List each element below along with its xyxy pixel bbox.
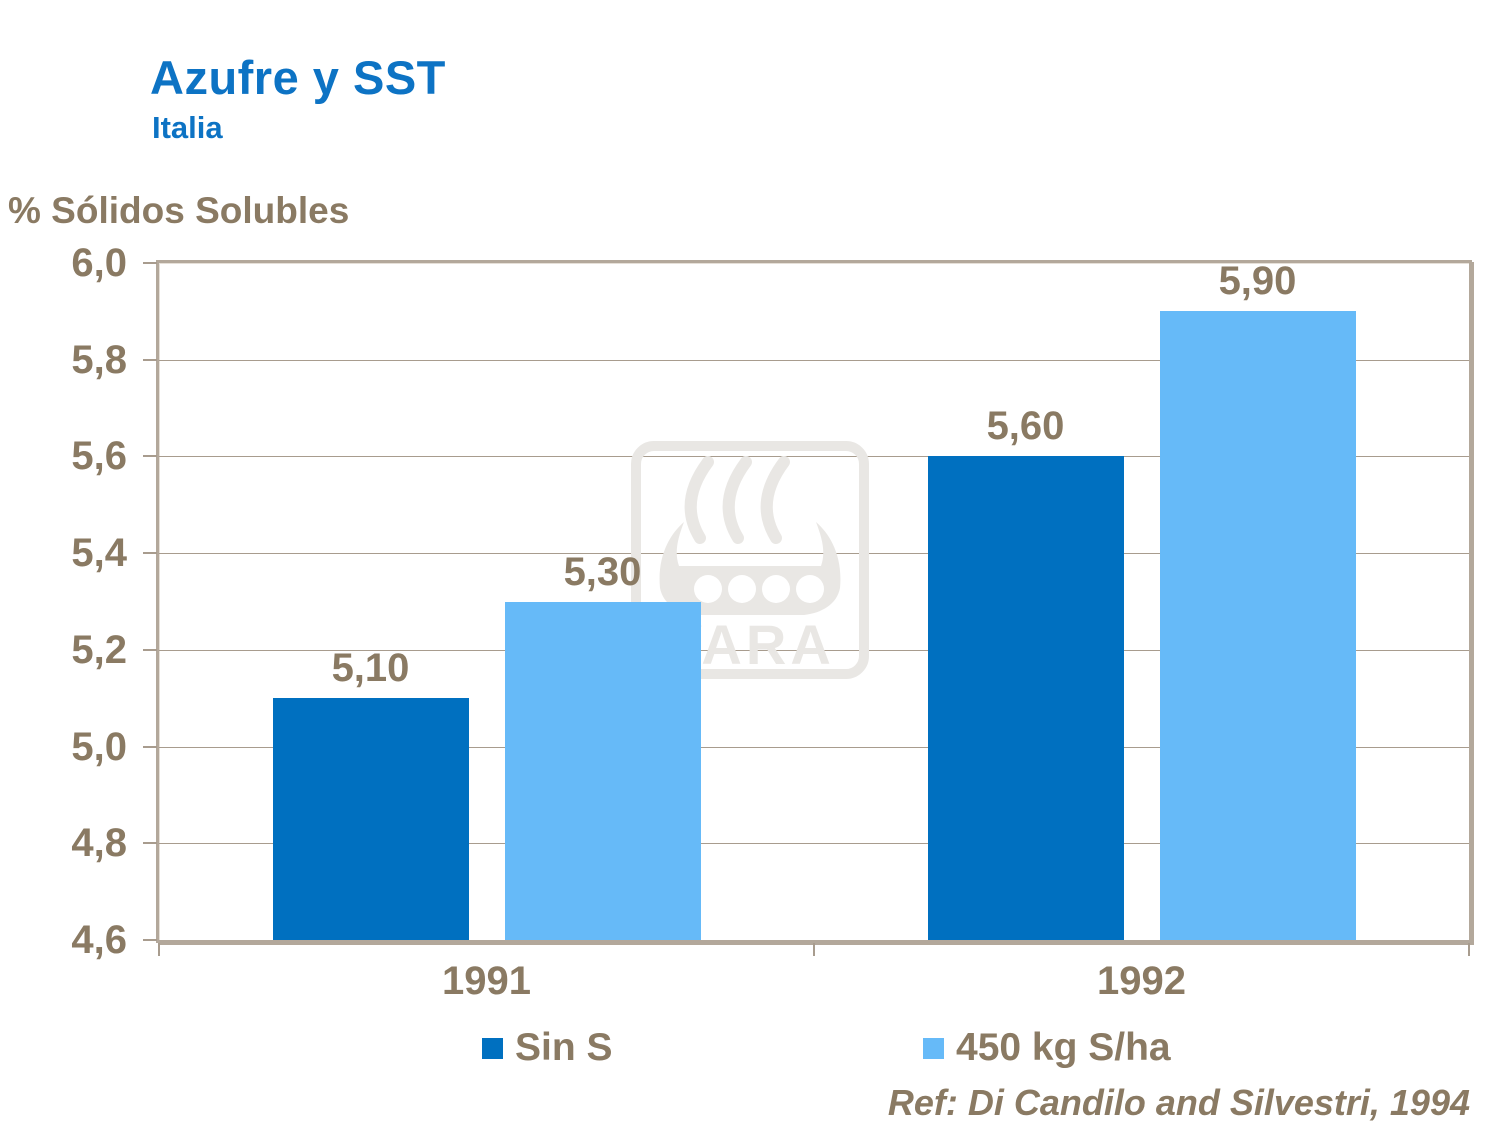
bar-450-kg-s-ha-1992 (1159, 311, 1356, 940)
legend-label-sin-s: Sin S (515, 1026, 613, 1069)
gridline (159, 843, 1469, 845)
y-tick-mark (143, 745, 157, 748)
bar-value-label: 5,60 (986, 404, 1065, 449)
y-tick-mark (143, 552, 157, 555)
y-tick-mark (143, 842, 157, 845)
y-tick-mark (143, 358, 157, 361)
y-axis-title: % Sólidos Solubles (8, 190, 350, 231)
y-tick-label: 5,8 (71, 337, 127, 382)
y-tick-mark (143, 262, 157, 264)
legend-label-450kg: 450 kg S/ha (956, 1026, 1171, 1069)
gridline (159, 456, 1469, 458)
y-tick-label: 5,4 (71, 531, 127, 576)
chart-title: Azufre y SST (150, 51, 446, 104)
x-tick-label: 1992 (1097, 959, 1186, 1003)
bar-sin-s-1991 (272, 698, 469, 940)
bar-value-label: 5,30 (563, 549, 642, 594)
bar-sin-s-1992 (927, 456, 1124, 940)
legend-swatch-450kg (923, 1037, 944, 1059)
y-tick-label: 5,2 (71, 627, 127, 672)
bar-value-label: 5,90 (1218, 259, 1297, 304)
y-tick-label: 6,0 (71, 241, 127, 285)
bar-450-kg-s-ha-1991 (504, 601, 701, 940)
plot-area: YARA 5,10 5,60 5,30 5,90 (156, 259, 1472, 943)
x-axis-separator-tick (158, 943, 160, 956)
y-tick-label: 5,6 (71, 434, 127, 479)
x-tick-label: 1991 (442, 959, 531, 1003)
ship-sail-icon (722, 456, 752, 544)
watermark-frame (631, 441, 869, 679)
x-axis-separator-tick (1468, 943, 1470, 956)
y-tick-label: 4,8 (71, 821, 127, 866)
ship-sail-icon (684, 456, 714, 544)
ship-sail-icon (760, 456, 790, 544)
bar-value-label: 5,10 (331, 646, 410, 691)
ship-shields-icon (694, 575, 824, 603)
legend-item-sin-s: Sin S (482, 1026, 613, 1070)
x-axis-separator-tick (813, 943, 815, 956)
y-tick-mark (143, 648, 157, 651)
reference-text: Ref: Di Candilo and Silvestri, 1994 (887, 1082, 1470, 1123)
gridline (159, 649, 1469, 651)
legend-item-450kg: 450 kg S/ha (923, 1026, 1171, 1070)
y-tick-mark (143, 455, 157, 458)
y-tick-label: 5,0 (71, 724, 127, 769)
gridline (159, 746, 1469, 748)
legend-swatch-sin-s (482, 1037, 503, 1059)
gridline (159, 553, 1469, 555)
y-tick-label: 4,6 (71, 918, 127, 962)
gridline (159, 359, 1469, 361)
y-tick-mark (143, 939, 157, 941)
chart-subtitle: Italia (152, 110, 223, 145)
